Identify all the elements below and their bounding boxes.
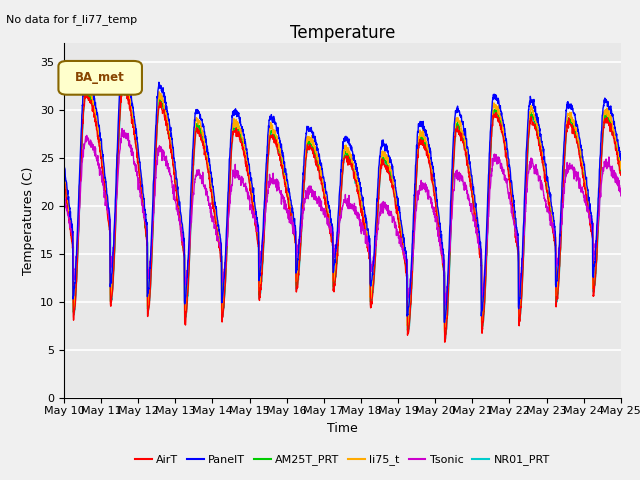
AirT	[568, 123, 576, 129]
AirT	[120, 84, 128, 89]
li75_t	[617, 166, 625, 172]
Tsonic	[568, 162, 576, 168]
PanelT	[505, 156, 513, 162]
NR01_PRT	[442, 336, 449, 342]
Line: PanelT: PanelT	[64, 68, 621, 323]
AirT	[371, 263, 379, 269]
AirT	[359, 213, 367, 218]
AM25T_PRT	[617, 168, 625, 174]
NR01_PRT	[120, 82, 127, 88]
AirT	[584, 201, 591, 207]
NR01_PRT	[505, 169, 513, 175]
AM25T_PRT	[441, 334, 449, 340]
Text: No data for f_li77_temp: No data for f_li77_temp	[6, 14, 138, 25]
PanelT	[617, 157, 625, 163]
PanelT	[441, 320, 449, 325]
NR01_PRT	[568, 121, 576, 127]
AirT	[617, 172, 625, 178]
PanelT	[584, 185, 591, 191]
AirT	[216, 244, 223, 250]
X-axis label: Time: Time	[327, 421, 358, 434]
Tsonic	[60, 196, 68, 202]
li75_t	[60, 169, 68, 175]
li75_t	[359, 203, 367, 209]
NR01_PRT	[60, 172, 68, 178]
Tsonic	[584, 204, 591, 209]
Tsonic	[442, 302, 449, 308]
PanelT	[216, 231, 223, 237]
Line: AirT: AirT	[64, 86, 621, 342]
Text: BA_met: BA_met	[76, 71, 125, 84]
NR01_PRT	[216, 244, 223, 250]
PanelT	[359, 195, 367, 201]
Tsonic	[505, 192, 513, 198]
Line: AM25T_PRT: AM25T_PRT	[64, 83, 621, 337]
NR01_PRT	[584, 197, 591, 203]
Line: li75_t: li75_t	[64, 77, 621, 332]
AirT	[60, 177, 68, 183]
AM25T_PRT	[216, 240, 223, 245]
Tsonic	[359, 228, 367, 233]
NR01_PRT	[359, 211, 367, 216]
PanelT	[60, 164, 68, 170]
Legend: AirT, PanelT, AM25T_PRT, li75_t, Tsonic, NR01_PRT: AirT, PanelT, AM25T_PRT, li75_t, Tsonic,…	[131, 450, 554, 470]
Tsonic	[216, 243, 223, 249]
AM25T_PRT	[359, 211, 367, 216]
AirT	[441, 339, 449, 345]
Tsonic	[118, 126, 126, 132]
AirT	[505, 174, 513, 180]
li75_t	[568, 119, 576, 124]
AM25T_PRT	[371, 259, 379, 265]
AM25T_PRT	[505, 167, 513, 173]
AM25T_PRT	[60, 173, 68, 179]
AM25T_PRT	[568, 120, 576, 126]
li75_t	[119, 74, 127, 80]
li75_t	[505, 165, 513, 170]
AM25T_PRT	[584, 194, 591, 200]
Line: NR01_PRT: NR01_PRT	[64, 85, 621, 339]
Line: Tsonic: Tsonic	[64, 129, 621, 305]
PanelT	[568, 107, 576, 112]
PanelT	[119, 65, 127, 71]
PanelT	[371, 234, 379, 240]
Title: Temperature: Temperature	[290, 24, 395, 42]
NR01_PRT	[617, 168, 625, 173]
Tsonic	[371, 249, 379, 254]
FancyBboxPatch shape	[58, 61, 142, 95]
li75_t	[216, 240, 223, 245]
li75_t	[441, 329, 449, 335]
Tsonic	[617, 193, 625, 199]
li75_t	[371, 249, 379, 254]
li75_t	[584, 194, 591, 200]
AM25T_PRT	[120, 80, 127, 85]
Y-axis label: Temperatures (C): Temperatures (C)	[22, 167, 35, 275]
NR01_PRT	[371, 264, 379, 269]
